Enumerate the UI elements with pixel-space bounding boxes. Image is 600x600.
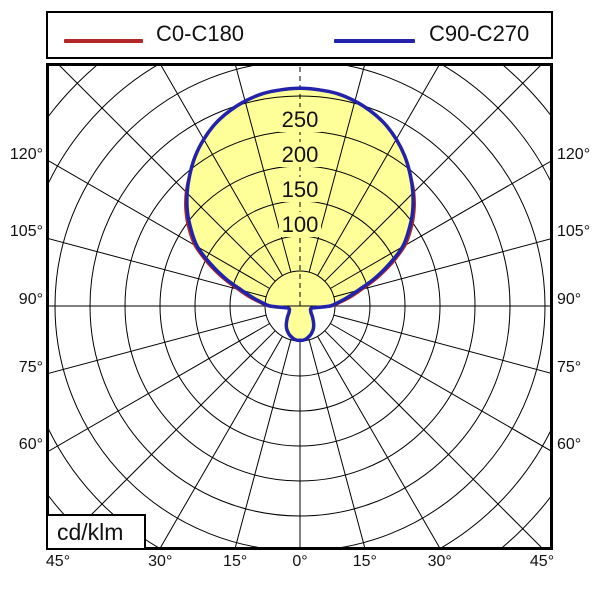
angle-label-bottom: 30°: [148, 553, 173, 570]
grid-radial-line: [317, 336, 440, 547]
legend-label-c90-c270: C90-C270: [429, 20, 530, 46]
angle-label-bottom: 45°: [529, 553, 555, 570]
angle-label-right: 105°: [557, 223, 591, 241]
polar-grid-and-curves: [49, 66, 550, 547]
grid-radial-line: [49, 323, 270, 452]
legend-box: C0-C180 C90-C270: [46, 11, 553, 59]
legend-line-c90-c270: [334, 39, 415, 43]
grid-radial-line: [308, 66, 365, 273]
angle-label-left: 75°: [18, 358, 43, 376]
grid-radial-line: [49, 238, 267, 298]
legend-line-c0-c180: [64, 39, 143, 43]
grid-radial-line: [59, 66, 276, 282]
curve-c90-c270: [185, 86, 415, 343]
angle-label-right: 90°: [557, 291, 582, 308]
angle-label-right: 120°: [557, 145, 591, 163]
grid-radial-line: [308, 339, 366, 547]
grid-radial-line: [160, 66, 283, 276]
ring-value-label: 100: [260, 212, 340, 237]
grid-radial-line: [324, 66, 541, 282]
angle-label-bottom: 0°: [292, 553, 308, 570]
grid-radial-line: [330, 161, 550, 289]
unit-label: cd/klm: [57, 518, 124, 545]
grid-radial-line: [235, 66, 292, 273]
angle-label-bottom: 30°: [427, 553, 452, 570]
grid-radial-line: [317, 66, 440, 276]
angle-label-left: 105°: [9, 223, 43, 241]
grid-radial-line: [49, 314, 267, 374]
grid-radial-line: [49, 160, 270, 289]
ring-value-label: 250: [260, 107, 340, 132]
ring-value-label: 150: [260, 177, 340, 202]
angle-label-left: 120°: [9, 145, 43, 163]
angle-label-bottom: 45°: [45, 553, 71, 570]
legend-label-c0-c180: C0-C180: [156, 20, 245, 46]
angle-label-right: 75°: [557, 358, 582, 376]
grid-radial-line: [160, 336, 283, 547]
grid-radial-line: [333, 238, 550, 298]
ring-value-label: 200: [260, 142, 340, 167]
angle-label-left: 60°: [18, 436, 43, 454]
angle-label-left: 90°: [18, 291, 43, 308]
grid-radial-line: [333, 314, 550, 374]
grid-radial-line: [234, 339, 292, 547]
grid-radial-line: [330, 323, 550, 451]
angle-label-bottom: 15°: [223, 553, 248, 570]
grid-radial-line: [324, 330, 542, 547]
angle-label-bottom: 15°: [352, 553, 377, 570]
grid-radial-line: [58, 330, 276, 547]
unit-box: cd/klm: [46, 514, 146, 550]
angle-label-right: 60°: [557, 436, 582, 454]
